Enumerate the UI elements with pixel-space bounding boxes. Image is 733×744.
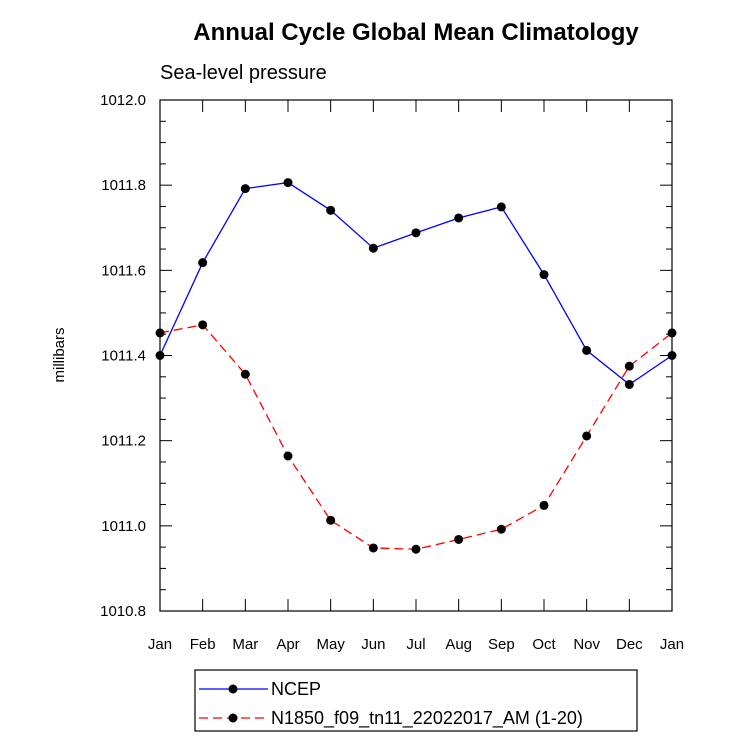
x-tick-label: Aug <box>445 636 472 653</box>
axis-ticks <box>159 99 673 612</box>
series-line-0 <box>159 181 673 386</box>
x-tick-label: Sep <box>488 636 515 653</box>
data-point <box>240 369 250 379</box>
data-point <box>624 361 634 371</box>
data-point <box>283 178 293 188</box>
data-point <box>539 500 549 510</box>
x-tick-label: Dec <box>616 636 643 653</box>
data-point <box>411 228 421 238</box>
tick-labels: Jan Feb Mar Apr May Jun Jul Aug Sep Oct Nov Dec Jan1… <box>100 92 684 653</box>
legend-box <box>194 669 638 732</box>
data-point <box>326 515 336 525</box>
y-tick-label: 1011.4 <box>101 348 146 365</box>
data-point <box>368 243 378 253</box>
legend-marker-1 <box>228 713 238 723</box>
data-point <box>454 213 464 223</box>
data-point <box>582 345 592 355</box>
y-tick-label: 1011.8 <box>101 177 146 194</box>
x-tick-label: May <box>316 636 345 653</box>
series-layer <box>155 178 677 554</box>
data-point <box>198 258 208 268</box>
legend-marker-0 <box>228 684 238 694</box>
data-point <box>624 379 634 389</box>
data-point <box>283 451 293 461</box>
data-point <box>198 320 208 330</box>
x-tick-label: Nov <box>573 636 600 653</box>
series-line-1 <box>159 324 673 550</box>
legend-label-1: N1850_f09_tn11_22022017_AM (1-20) <box>271 708 583 729</box>
data-point <box>368 543 378 553</box>
y-tick-label: 1010.8 <box>100 603 146 620</box>
data-point <box>240 184 250 194</box>
data-point <box>496 202 506 212</box>
x-tick-label: Jan <box>148 636 172 653</box>
legend: NCEP N1850_f09_tn11_22022017_AM (1-20) <box>194 669 638 732</box>
y-tick-label: 1011.2 <box>101 433 146 450</box>
y-tick-label: 1011.0 <box>101 518 146 535</box>
data-point <box>326 205 336 215</box>
data-point <box>496 524 506 534</box>
data-point <box>582 431 592 441</box>
legend-label-0: NCEP <box>271 679 321 699</box>
data-point <box>539 270 549 280</box>
x-tick-label: Jan <box>660 636 684 653</box>
x-tick-label: Jun <box>361 636 385 653</box>
x-tick-label: Jul <box>406 636 425 653</box>
plot-frame <box>159 99 673 612</box>
data-point <box>411 544 421 554</box>
chart-title: Annual Cycle Global Mean Climatology <box>193 19 639 46</box>
x-tick-label: Mar <box>232 636 258 653</box>
x-tick-label: Oct <box>532 636 556 653</box>
data-point <box>454 534 464 544</box>
y-tick-label: 1011.6 <box>101 262 146 279</box>
chart-subtitle: Sea-level pressure <box>160 62 327 84</box>
x-tick-label: Apr <box>276 636 299 653</box>
x-tick-label: Feb <box>190 636 216 653</box>
y-tick-label: 1012.0 <box>100 92 146 109</box>
y-axis-title: millibars <box>51 327 68 382</box>
